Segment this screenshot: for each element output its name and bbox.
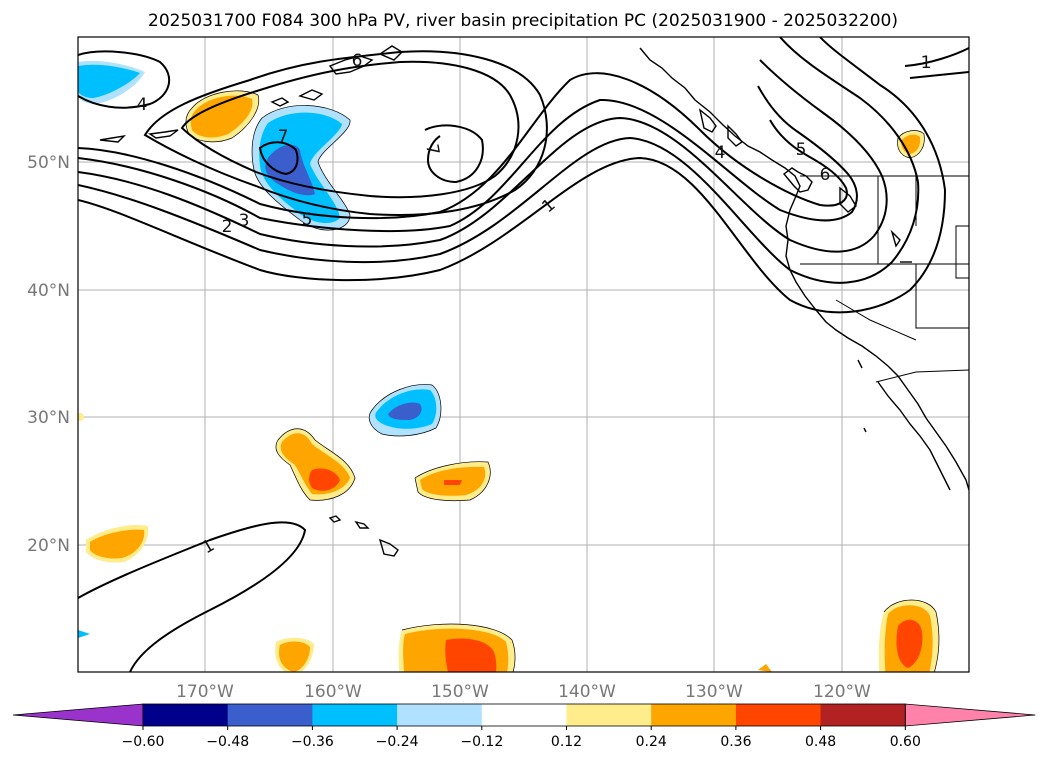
colorbar-label: −0.36 <box>291 734 334 750</box>
lon-label: 160°W <box>304 682 362 702</box>
anomaly-outlines <box>185 90 940 672</box>
contour-label: 3 <box>239 211 250 231</box>
colorbar-segment <box>651 704 737 726</box>
gridlines <box>78 37 969 672</box>
colorbar-label: −0.60 <box>122 734 165 750</box>
colorbar-label: −0.48 <box>206 734 249 750</box>
colorbar-segment <box>312 704 398 726</box>
map-frame <box>77 36 970 673</box>
lat-labels: 50°N 40°N 30°N 20°N <box>27 153 70 556</box>
colorbar-label: 0.24 <box>636 734 667 750</box>
lat-label: 20°N <box>27 536 70 556</box>
colorbar-segment <box>566 704 652 726</box>
contour-label: 5 <box>302 210 313 230</box>
colorbar-segment <box>397 704 483 726</box>
colorbar-segment <box>735 704 822 726</box>
lat-label: 30°N <box>27 408 70 428</box>
lon-label: 150°W <box>431 682 489 702</box>
map-area: 6 4 7 7 5 3 2 1 1 4 5 6 1 <box>78 37 969 672</box>
colorbar-segment <box>143 704 229 726</box>
contour-label: 5 <box>796 140 807 160</box>
colorbar-label: −0.24 <box>376 734 419 750</box>
contour-labels: 6 4 7 7 5 3 2 1 1 4 5 6 1 <box>137 51 932 558</box>
political-borders <box>800 175 969 383</box>
colorbar-label: 0.12 <box>551 734 582 750</box>
map-title: 2025031700 F084 300 hPa PV, river basin … <box>148 11 898 31</box>
contour-label: 6 <box>820 165 831 185</box>
colorbar-label: 0.48 <box>805 734 836 750</box>
contour-label: 7 <box>421 143 443 157</box>
contour-label: 7 <box>278 127 289 147</box>
precip-anomalies <box>78 60 939 672</box>
lat-label: 50°N <box>27 153 70 173</box>
lon-label: 170°W <box>176 682 234 702</box>
contour-label: 4 <box>715 143 726 163</box>
colorbar: −0.60 −0.48 −0.36 −0.24 −0.12 0.12 0.24 0.36 0.4… <box>12 703 1036 750</box>
pv-contours <box>78 37 969 672</box>
lon-label: 130°W <box>685 682 743 702</box>
lon-label: 120°W <box>813 682 871 702</box>
colorbar-label: 0.36 <box>720 734 751 750</box>
colorbar-extend-max <box>904 703 1036 727</box>
lat-label: 40°N <box>27 281 70 301</box>
colorbar-frame <box>142 703 906 727</box>
colorbar-extend-min <box>12 703 144 727</box>
colorbar-label: −0.12 <box>460 734 503 750</box>
contour-label: 1 <box>921 53 932 73</box>
colorbar-segment <box>227 704 313 726</box>
colorbar-segment <box>820 704 906 726</box>
contour-label: 4 <box>137 95 148 115</box>
coastlines <box>99 45 969 557</box>
lon-labels: 170°W 160°W 150°W 140°W 130°W 120°W <box>176 682 871 702</box>
colorbar-segment <box>481 704 567 726</box>
contour-label: 2 <box>222 217 233 237</box>
contour-label: 6 <box>352 51 363 71</box>
colorbar-label: 0.60 <box>890 734 921 750</box>
lon-label: 140°W <box>558 682 616 702</box>
